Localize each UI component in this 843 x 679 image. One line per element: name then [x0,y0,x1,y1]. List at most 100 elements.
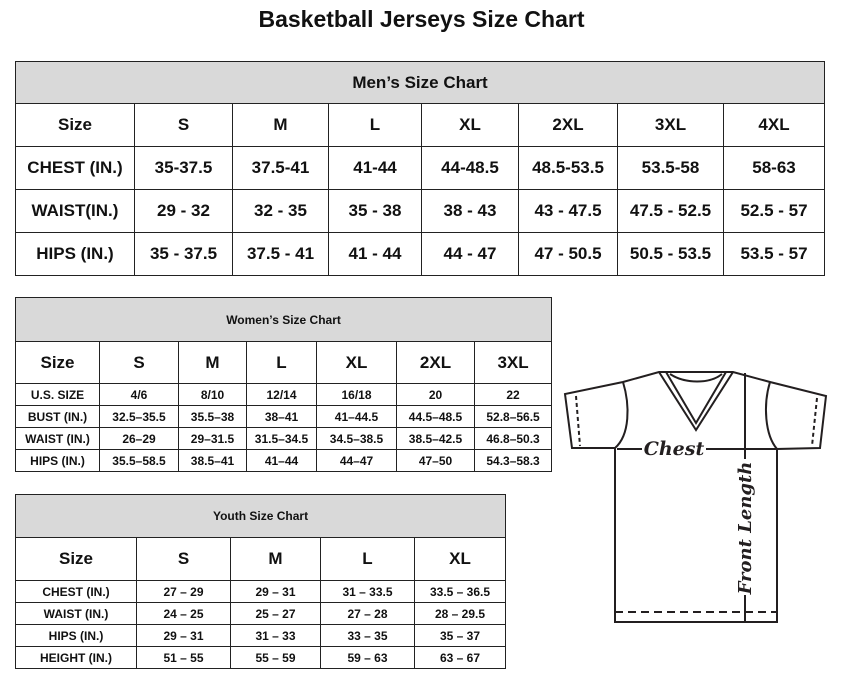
header-row: Size S M L XL [15,537,507,581]
value-cell: 38.5–41 [178,449,247,472]
row-label: CHEST (IN.) [15,580,137,603]
value-cell: 12/14 [246,383,317,406]
value-cell: 41-44 [328,146,422,190]
value-cell: 44–47 [316,449,397,472]
value-cell: 35-37.5 [134,146,233,190]
value-cell: 16/18 [316,383,397,406]
table-row: WAIST(IN.) 29 - 32 32 - 35 35 - 38 38 - 43 43… [15,189,826,233]
value-cell: 38.5–42.5 [396,427,475,450]
header-cell: M [230,537,321,581]
value-cell: 25 – 27 [230,602,321,625]
header-cell: 4XL [722,103,826,147]
header-cell: 2XL [396,341,475,384]
value-cell: 8/10 [178,383,247,406]
table-row: CHEST (IN.) 35-37.5 37.5-41 41-44 44-48.5 48.… [15,146,826,190]
value-cell: 59 – 63 [320,646,415,669]
value-cell: 27 – 28 [320,602,415,625]
women-table-caption: Women’s Size Chart [14,297,553,342]
womens-size-table: Women’s Size Chart Size S M L XL 2XL 3XL U.S. SI… [14,297,553,472]
value-cell: 28 – 29.5 [413,602,507,625]
value-cell: 43 - 47.5 [518,189,618,233]
row-label: HIPS (IN.) [15,449,100,472]
value-cell: 54.3–58.3 [473,449,553,472]
header-row: Size S M L XL 2XL 3XL 4XL [15,103,826,147]
front-length-label: Front Length [735,462,756,596]
table-row: WAIST (IN.) 24 – 25 25 – 27 27 – 28 28 – 29.… [15,602,507,625]
header-cell: S [134,103,233,147]
header-cell: 2XL [518,103,618,147]
value-cell: 47–50 [396,449,475,472]
value-cell: 33.5 – 36.5 [413,580,507,603]
value-cell: 55 – 59 [230,646,321,669]
value-cell: 31 – 33.5 [320,580,415,603]
value-cell: 32 - 35 [232,189,329,233]
youth-table-caption: Youth Size Chart [14,494,507,538]
mens-size-table: Men’s Size Chart Size S M L XL 2XL 3XL 4XL CHEST … [14,61,826,276]
value-cell: 4/6 [99,383,179,406]
table-row: HIPS (IN.) 35 - 37.5 37.5 - 41 41 - 44 44 - … [15,232,826,276]
row-label: WAIST (IN.) [15,427,100,450]
value-cell: 50.5 - 53.5 [617,232,724,276]
value-cell: 29 – 31 [136,624,231,647]
header-cell: Size [15,103,135,147]
header-cell: M [178,341,247,384]
value-cell: 32.5–35.5 [99,405,179,428]
row-label: WAIST (IN.) [15,602,137,625]
chest-label: Chest [644,438,705,460]
value-cell: 26–29 [99,427,179,450]
table-row: HEIGHT (IN.) 51 – 55 55 – 59 59 – 63 63 – 67 [15,646,507,669]
value-cell: 27 – 29 [136,580,231,603]
value-cell: 37.5-41 [232,146,329,190]
value-cell: 47 - 50.5 [518,232,618,276]
value-cell: 35 - 37.5 [134,232,233,276]
header-cell: Size [15,537,137,581]
header-cell: 3XL [473,341,553,384]
table-row: HIPS (IN.) 35.5–58.5 38.5–41 41–44 44–47 47–5… [15,449,553,472]
header-cell: 3XL [617,103,724,147]
value-cell: 47.5 - 52.5 [617,189,724,233]
value-cell: 29–31.5 [178,427,247,450]
value-cell: 35.5–58.5 [99,449,179,472]
value-cell: 51 – 55 [136,646,231,669]
header-cell: Size [15,341,100,384]
value-cell: 53.5 - 57 [722,232,826,276]
value-cell: 63 – 67 [413,646,507,669]
table-row: BUST (IN.) 32.5–35.5 35.5–38 38–41 41–44.5 44… [15,405,553,428]
value-cell: 35.5–38 [178,405,247,428]
row-label: HIPS (IN.) [15,232,135,276]
value-cell: 38–41 [246,405,317,428]
row-label: CHEST (IN.) [15,146,135,190]
value-cell: 53.5-58 [617,146,724,190]
value-cell: 52.8–56.5 [473,405,553,428]
header-cell: XL [316,341,397,384]
value-cell: 48.5-53.5 [518,146,618,190]
row-label: BUST (IN.) [15,405,100,428]
header-cell: L [328,103,422,147]
value-cell: 46.8–50.3 [473,427,553,450]
value-cell: 31 – 33 [230,624,321,647]
table-row: WAIST (IN.) 26–29 29–31.5 31.5–34.5 34.5–38.… [15,427,553,450]
header-row: Size S M L XL 2XL 3XL [15,341,553,384]
header-cell: XL [421,103,519,147]
value-cell: 44 - 47 [421,232,519,276]
row-label: WAIST(IN.) [15,189,135,233]
value-cell: 24 – 25 [136,602,231,625]
jersey-outline [563,371,828,623]
value-cell: 58-63 [722,146,826,190]
header-cell: S [99,341,179,384]
value-cell: 29 – 31 [230,580,321,603]
value-cell: 44-48.5 [421,146,519,190]
value-cell: 38 - 43 [421,189,519,233]
row-label: U.S. SIZE [15,383,100,406]
value-cell: 37.5 - 41 [232,232,329,276]
men-table-caption: Men’s Size Chart [14,61,826,104]
row-label: HEIGHT (IN.) [15,646,137,669]
value-cell: 34.5–38.5 [316,427,397,450]
value-cell: 41–44.5 [316,405,397,428]
youth-size-table: Youth Size Chart Size S M L XL CHEST (IN.) 27 –… [14,494,507,669]
value-cell: 52.5 - 57 [722,189,826,233]
header-cell: M [232,103,329,147]
table-row: U.S. SIZE 4/6 8/10 12/14 16/18 20 22 [15,383,553,406]
value-cell: 29 - 32 [134,189,233,233]
